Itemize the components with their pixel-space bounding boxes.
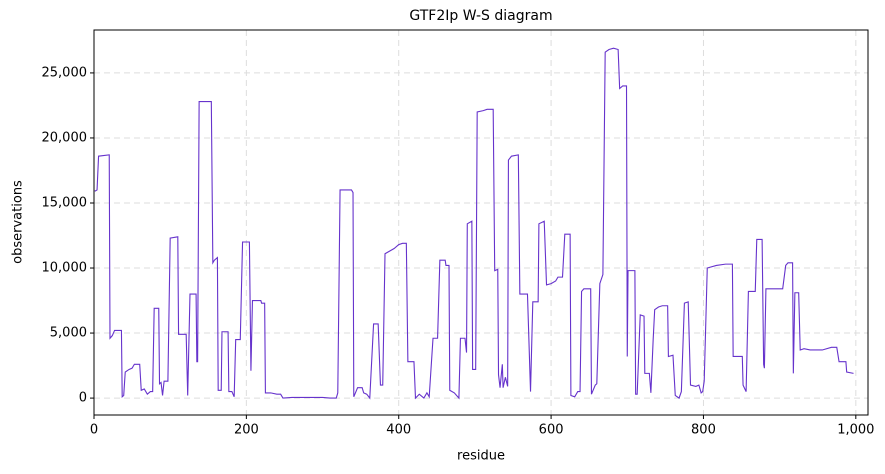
x-tick-label: 800 (691, 423, 716, 438)
y-tick-label: 5,000 (50, 326, 87, 341)
plot-frame (93, 29, 869, 416)
y-tick-label: 20,000 (42, 130, 88, 145)
x-tick-label: 400 (386, 423, 411, 438)
y-tick-label: 15,000 (42, 195, 88, 210)
x-axis-label: residue (457, 449, 505, 464)
x-tick-label: 200 (234, 423, 259, 438)
data-line (94, 47, 854, 400)
y-tick-label: 10,000 (42, 261, 88, 276)
y-tick-label: 0 (79, 391, 87, 406)
x-tick-label: 0 (90, 423, 98, 438)
x-tick-label: 1,000 (837, 423, 874, 438)
chart-title: GTF2Ip W-S diagram (409, 8, 552, 24)
x-tick-label: 600 (539, 423, 564, 438)
y-axis-label: observations (11, 180, 26, 264)
y-tick-label: 25,000 (42, 65, 88, 80)
